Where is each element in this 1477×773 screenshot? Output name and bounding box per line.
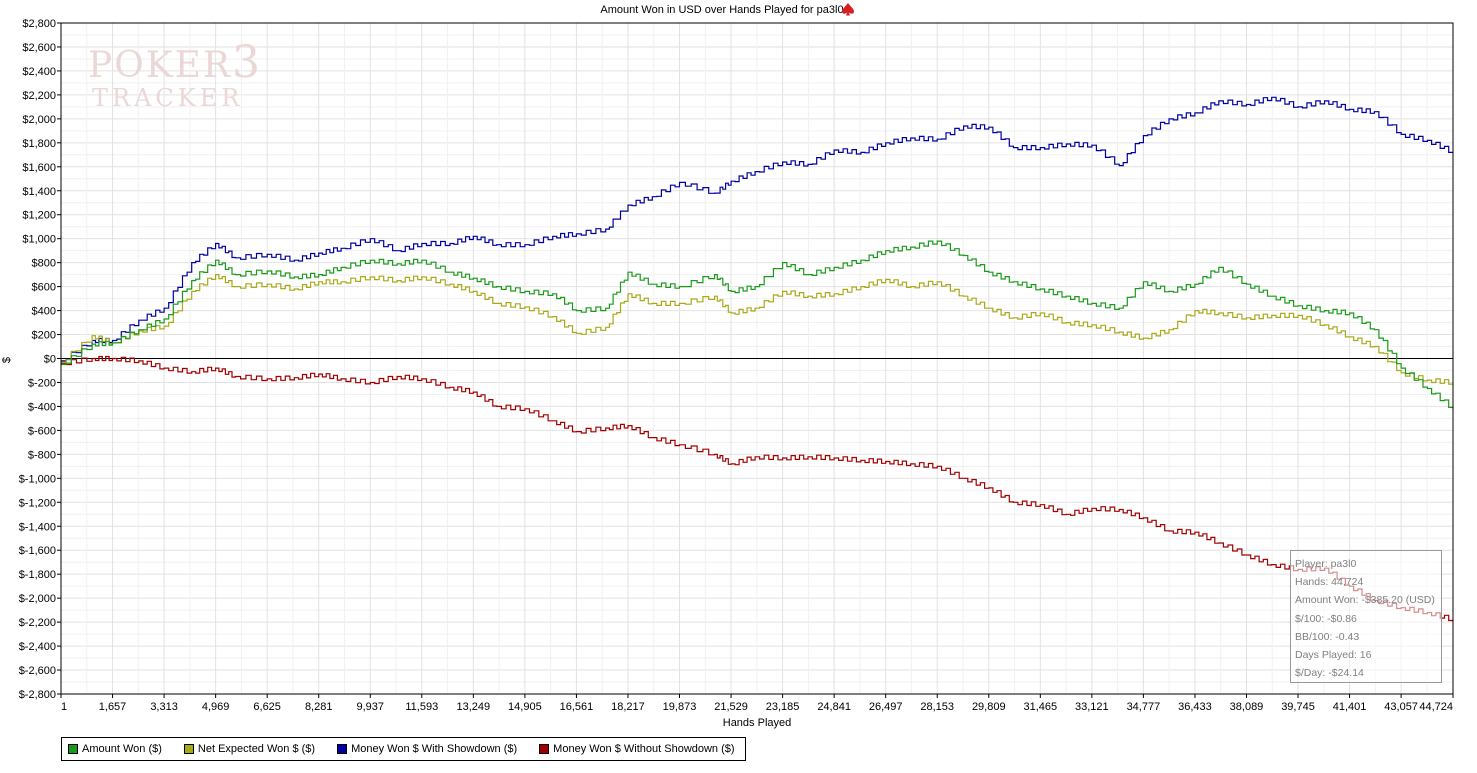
- legend-item-with-showdown: Money Won $ With Showdown ($): [337, 743, 517, 755]
- x-tick-label: 11,593: [405, 701, 438, 713]
- x-tick-label: 29,809: [972, 701, 1006, 713]
- stat-per-100: $/100: -$0.86: [1295, 612, 1357, 625]
- x-tick-label: 44,724: [1419, 701, 1453, 713]
- stat-amount-won: Amount Won: -$385.20 (USD): [1295, 594, 1435, 607]
- y-tick-label: $2,000: [22, 114, 56, 126]
- x-tick-label: 34,777: [1127, 701, 1161, 713]
- axis-layer: $2,800 $2,600 $2,400 $2,200 $2,000 $1,800 $1,6…: [19, 18, 1454, 713]
- y-tick-label: $600: [32, 282, 56, 294]
- y-tick-label: $800: [32, 258, 56, 270]
- stat-hands: Hands: 44,724: [1295, 576, 1364, 589]
- series-layer: [61, 96, 1454, 622]
- y-tick-label: $-2,000: [19, 593, 56, 605]
- stat-per-day: $/Day: -$24.14: [1295, 667, 1364, 680]
- legend-label: Net Expected Won $ ($): [197, 743, 316, 755]
- y-tick-label: $200: [32, 330, 56, 342]
- logo-line-2: TRACKER: [92, 84, 244, 112]
- x-tick-label: 33,121: [1075, 701, 1109, 713]
- y-tick-label: $1,400: [22, 186, 56, 198]
- y-tick-label: $-2,400: [19, 641, 56, 653]
- y-tick-label: $1,600: [22, 162, 56, 174]
- player-stats-tooltip: Player: pa3l0 Hands: 44,724 Amount Won: …: [1290, 550, 1442, 683]
- x-tick-label: 1,657: [99, 701, 127, 713]
- x-tick-label: 41,401: [1333, 701, 1367, 713]
- chart-legend: Amount Won ($) Net Expected Won $ ($) Mo…: [61, 737, 746, 761]
- x-tick-label: 16,561: [560, 701, 594, 713]
- y-tick-label: $2,800: [22, 18, 56, 30]
- legend-swatch: [539, 744, 550, 754]
- stat-player: Player: pa3l0: [1295, 558, 1357, 570]
- y-tick-label: $-2,200: [19, 617, 56, 629]
- y-tick-label: $1,000: [22, 234, 56, 246]
- x-axis-label: Hands Played: [723, 717, 792, 729]
- x-tick-label: 23,185: [766, 701, 800, 713]
- legend-label: Money Won $ With Showdown ($): [351, 743, 518, 755]
- legend-swatch: [183, 744, 194, 754]
- x-tick-label: 31,465: [1023, 701, 1057, 713]
- x-tick-label: 4,969: [202, 701, 230, 713]
- legend-item-amount-won: Amount Won ($): [68, 743, 162, 755]
- legend-label: Money Won $ Without Showdown ($): [553, 743, 735, 755]
- series-line-1: [61, 274, 1454, 385]
- series-line-0: [61, 240, 1454, 409]
- y-tick-label: $2,600: [22, 42, 56, 54]
- legend-swatch: [68, 744, 78, 754]
- y-tick-label: $0: [44, 354, 56, 366]
- logo-line-1: POKER3: [88, 37, 263, 88]
- x-tick-label: 18,217: [611, 701, 645, 713]
- x-tick-label: 38,089: [1230, 701, 1264, 713]
- x-tick-label: 6,625: [253, 701, 281, 713]
- x-tick-label: 26,497: [869, 701, 903, 713]
- legend-item-net-expected: Net Expected Won $ ($): [183, 743, 316, 755]
- poker-tracker-logo: POKER3 TRACKER: [88, 37, 263, 112]
- y-tick-label: $-1,400: [19, 521, 56, 533]
- x-tick-label: 8,281: [305, 701, 333, 713]
- x-tick-label: 19,873: [663, 701, 697, 713]
- x-tick-label: 39,745: [1281, 701, 1315, 713]
- x-tick-label: 43,057: [1384, 701, 1418, 713]
- legend-swatch: [337, 744, 348, 754]
- stat-bb-100: BB/100: -0.43: [1295, 630, 1360, 643]
- x-tick-label: 24,841: [817, 701, 851, 713]
- y-tick-label: $2,200: [22, 90, 56, 102]
- y-tick-label: $-200: [28, 377, 56, 389]
- y-tick-label: $-600: [28, 425, 56, 437]
- y-tick-label: $-1,600: [19, 545, 56, 557]
- y-tick-label: $400: [32, 306, 56, 318]
- y-tick-label: $-1,800: [19, 569, 56, 581]
- legend-label: Amount Won ($): [82, 743, 162, 755]
- y-tick-label: $2,400: [22, 66, 56, 78]
- x-tick-label: 21,529: [714, 701, 748, 713]
- y-tick-label: $1,200: [22, 210, 56, 222]
- chart-title: Amount Won in USD over Hands Played for …: [600, 4, 843, 16]
- legend-item-without-showdown: Money Won $ Without Showdown ($): [539, 743, 735, 755]
- y-tick-label: $1,800: [22, 138, 56, 150]
- x-tick-label: 1: [61, 701, 67, 713]
- x-tick-label: 13,249: [457, 701, 491, 713]
- x-tick-label: 9,937: [356, 701, 384, 713]
- y-tick-label: $-1,200: [19, 497, 56, 509]
- spade-icon: [842, 3, 854, 16]
- x-tick-label: 28,153: [920, 701, 954, 713]
- y-tick-label: $-1,000: [19, 473, 56, 485]
- y-axis-label: $: [1, 357, 13, 363]
- y-tick-label: $-2,600: [19, 665, 56, 677]
- x-tick-label: 3,313: [150, 701, 178, 713]
- y-tick-label: $-2,800: [19, 689, 56, 701]
- y-tick-label: $-800: [28, 449, 56, 461]
- y-tick-label: $-400: [28, 401, 56, 413]
- x-tick-label: 14,905: [508, 701, 542, 713]
- series-line-3: [61, 355, 1454, 622]
- series-line-2: [61, 96, 1453, 362]
- x-tick-label: 36,433: [1178, 701, 1212, 713]
- stat-days-played: Days Played: 16: [1295, 648, 1372, 661]
